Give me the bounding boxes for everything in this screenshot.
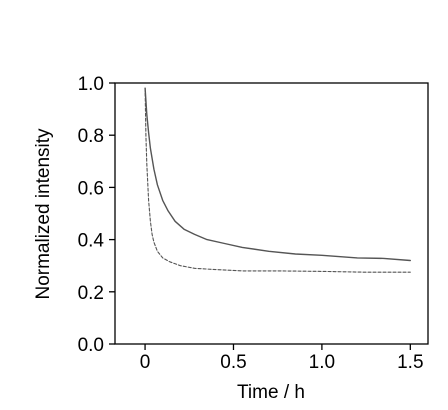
x-tick-label: 0 [140,352,151,373]
x-tick-label: 0.5 [220,352,246,373]
y-tick-label: 0.4 [78,231,105,252]
series-line-solid [144,87,411,262]
y-axis-title: Normalized intensity [33,128,54,300]
y-tick-label: 0.2 [78,283,104,304]
x-axis-title: Time / h [237,382,305,403]
y-tick-label: 0.8 [78,126,104,147]
plot-frame [114,82,429,345]
y-tick-label: 0.6 [78,178,104,199]
x-tick-label: 1.0 [309,352,335,373]
y-tick-label: 1.0 [78,74,104,95]
y-tick-label: 0.0 [78,335,104,356]
series-line-dashed [144,87,411,273]
x-tick-label: 1.5 [397,352,423,373]
ticks-layer: 0.0 0.2 0.4 0.6 0.8 1.0 0 0.5 1.0 1.5 [78,74,424,373]
series-layer [144,87,411,273]
